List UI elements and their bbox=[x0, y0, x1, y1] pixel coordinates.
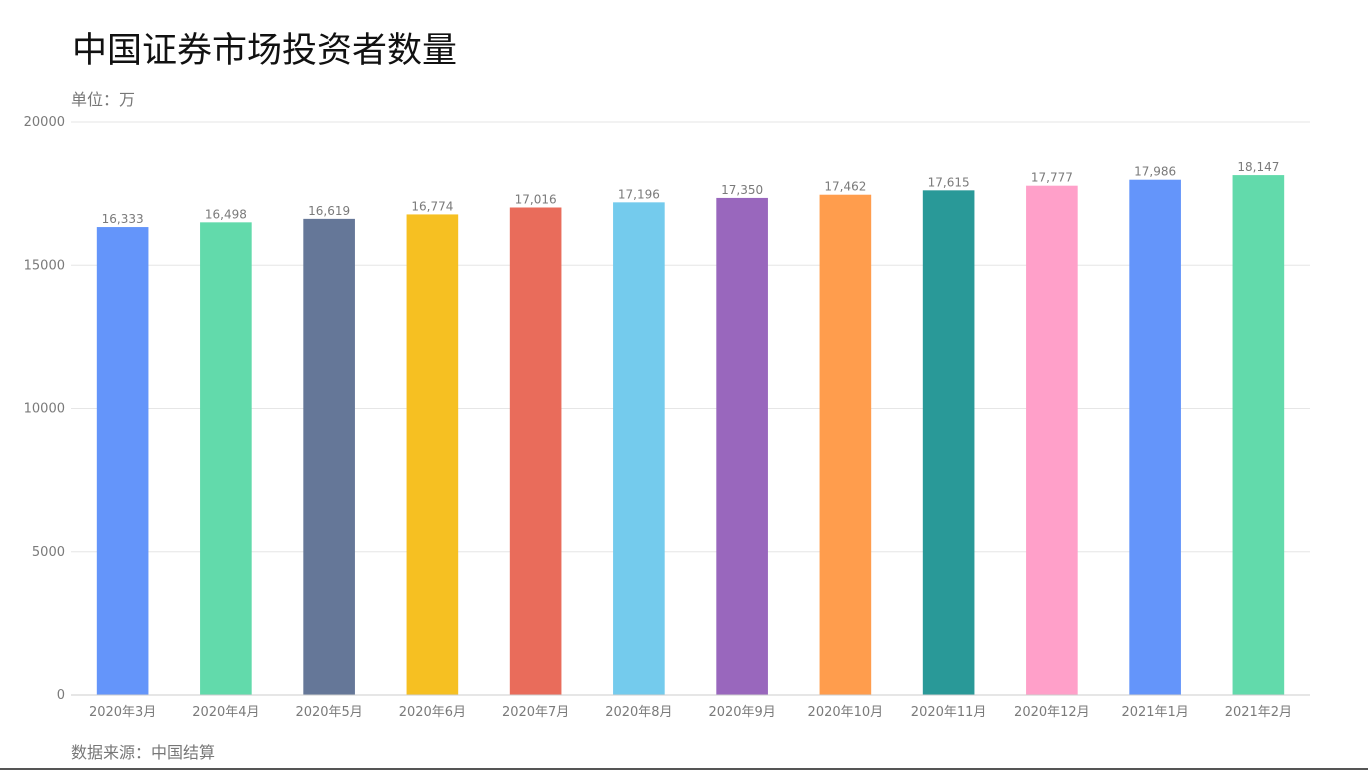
y-tick-label: 20000 bbox=[24, 115, 65, 130]
data-label: 17,777 bbox=[1031, 171, 1073, 185]
data-label: 16,498 bbox=[205, 207, 247, 221]
bar bbox=[819, 194, 872, 696]
y-tick-label: 5000 bbox=[32, 545, 65, 560]
data-label: 16,774 bbox=[411, 199, 453, 213]
bottom-divider bbox=[0, 768, 1368, 770]
bar bbox=[200, 222, 252, 695]
data-label: 17,986 bbox=[1134, 165, 1176, 179]
x-tick-label: 2020年11月 bbox=[911, 705, 987, 720]
y-tick-label: 0 bbox=[57, 688, 65, 703]
data-label: 17,016 bbox=[515, 192, 557, 206]
x-tick-label: 2020年12月 bbox=[1014, 705, 1090, 720]
bar bbox=[303, 218, 355, 695]
bar bbox=[96, 227, 149, 695]
data-label: 16,333 bbox=[102, 212, 144, 226]
bar bbox=[406, 214, 459, 695]
gridlines bbox=[71, 121, 1310, 553]
data-label: 18,147 bbox=[1237, 160, 1279, 174]
bar bbox=[1129, 179, 1181, 695]
x-tick-label: 2020年7月 bbox=[502, 705, 569, 720]
y-tick-label: 10000 bbox=[24, 402, 65, 417]
x-axis: 2020年3月 2020年4月 2020年5月 2020年6月 2020年7月 2020年… bbox=[71, 694, 1310, 720]
bar bbox=[613, 202, 665, 695]
x-tick-label: 2020年9月 bbox=[708, 705, 775, 720]
x-tick-label: 2021年2月 bbox=[1225, 705, 1292, 720]
x-tick-label: 2020年4月 bbox=[192, 705, 259, 720]
data-label: 17,462 bbox=[824, 180, 866, 194]
data-label: 17,350 bbox=[721, 183, 763, 197]
bar bbox=[509, 207, 562, 696]
data-source: 数据来源：中国结算 bbox=[71, 743, 216, 762]
x-tick-label: 2020年10月 bbox=[808, 705, 884, 720]
x-tick-label: 2020年8月 bbox=[605, 705, 672, 720]
y-tick-label: 15000 bbox=[24, 258, 65, 273]
unit-label: 单位：万 bbox=[71, 90, 136, 109]
data-label: 17,615 bbox=[928, 175, 970, 189]
bar bbox=[1232, 175, 1285, 696]
x-tick-label: 2020年5月 bbox=[295, 705, 362, 720]
x-tick-label: 2020年6月 bbox=[399, 705, 466, 720]
y-axis: 0 5000 10000 15000 20000 bbox=[24, 115, 65, 703]
data-label: 16,619 bbox=[308, 204, 350, 218]
data-label: 17,196 bbox=[618, 187, 660, 201]
bar bbox=[716, 197, 768, 696]
x-tick-label: 2021年1月 bbox=[1121, 705, 1188, 720]
x-tick-label: 2020年3月 bbox=[89, 705, 156, 720]
bar bbox=[1026, 185, 1078, 695]
chart-title: 中国证券市场投资者数量 bbox=[72, 31, 458, 71]
data-labels: 16,333 16,498 16,619 16,774 17,016 17,196 17,3… bbox=[102, 160, 1280, 226]
bars bbox=[96, 175, 1285, 696]
bar bbox=[922, 190, 975, 695]
